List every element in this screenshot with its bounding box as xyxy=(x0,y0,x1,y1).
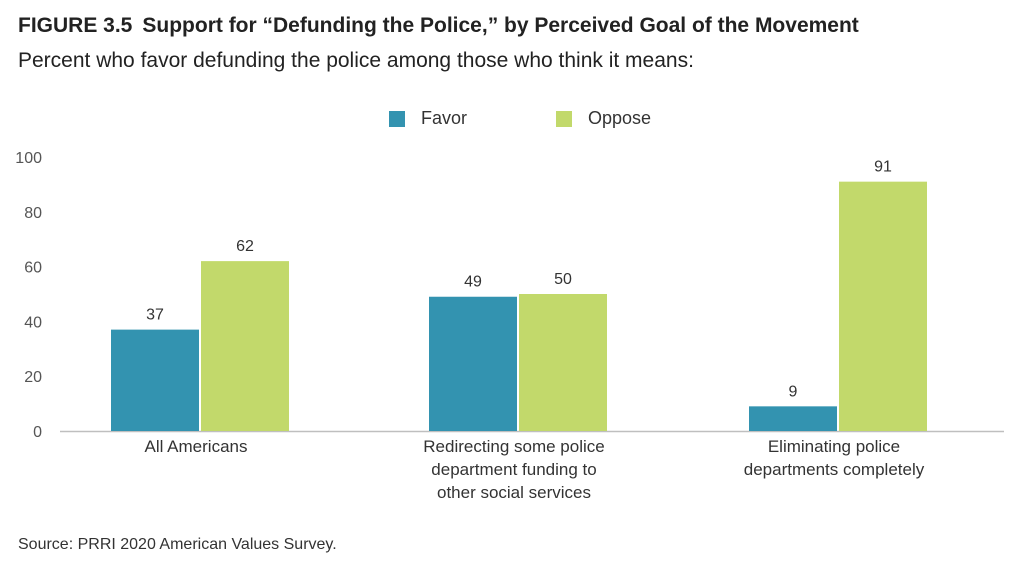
data-label-favor-2: 9 xyxy=(789,383,798,400)
bar-oppose-0 xyxy=(201,261,289,431)
category-label: Redirecting some police xyxy=(423,437,604,456)
y-tick-label: 20 xyxy=(24,369,42,386)
bar-oppose-2 xyxy=(839,181,927,431)
category-label: All Americans xyxy=(145,437,248,456)
chart-legend: Favor Oppose xyxy=(0,108,1024,132)
data-label-favor-0: 37 xyxy=(146,307,164,324)
figure-title-text: Support for “Defunding the Police,” by P… xyxy=(142,14,859,37)
legend-swatch-oppose xyxy=(556,110,572,127)
y-tick-label: 40 xyxy=(24,314,42,331)
bar-favor-0 xyxy=(111,329,199,431)
legend-label-oppose: Oppose xyxy=(588,108,652,128)
y-tick-label: 60 xyxy=(24,260,42,277)
legend-swatch-favor xyxy=(389,110,405,127)
legend-label-favor: Favor xyxy=(421,108,468,128)
figure-label: FIGURE 3.5 xyxy=(18,14,133,37)
data-label-oppose-0: 62 xyxy=(236,238,254,255)
bar-favor-2 xyxy=(749,406,837,431)
data-label-oppose-1: 50 xyxy=(554,271,572,288)
legend-item-favor: Favor xyxy=(389,108,467,129)
figure-subtitle: Percent who favor defunding the police a… xyxy=(18,49,694,72)
category-label: other social services xyxy=(437,483,591,502)
legend-item-oppose: Oppose xyxy=(556,108,651,129)
y-tick-label: 100 xyxy=(15,150,42,167)
category-label: departments completely xyxy=(744,460,925,479)
bar-favor-1 xyxy=(429,296,517,431)
category-label: Eliminating police xyxy=(768,437,900,456)
y-tick-label: 0 xyxy=(33,424,42,441)
figure-title: FIGURE 3.5 Support for “Defunding the Pol… xyxy=(18,14,859,38)
bar-chart: 0 20 40 60 80 100 37 49 9 62 50 91 All Americans Redi… xyxy=(15,150,1004,502)
data-label-favor-1: 49 xyxy=(464,274,482,291)
source-note: Source: PRRI 2020 American Values Survey… xyxy=(18,536,337,553)
category-label: department funding to xyxy=(431,460,596,479)
data-label-oppose-2: 91 xyxy=(874,159,892,176)
y-tick-label: 80 xyxy=(24,205,42,222)
bar-oppose-1 xyxy=(519,294,607,431)
